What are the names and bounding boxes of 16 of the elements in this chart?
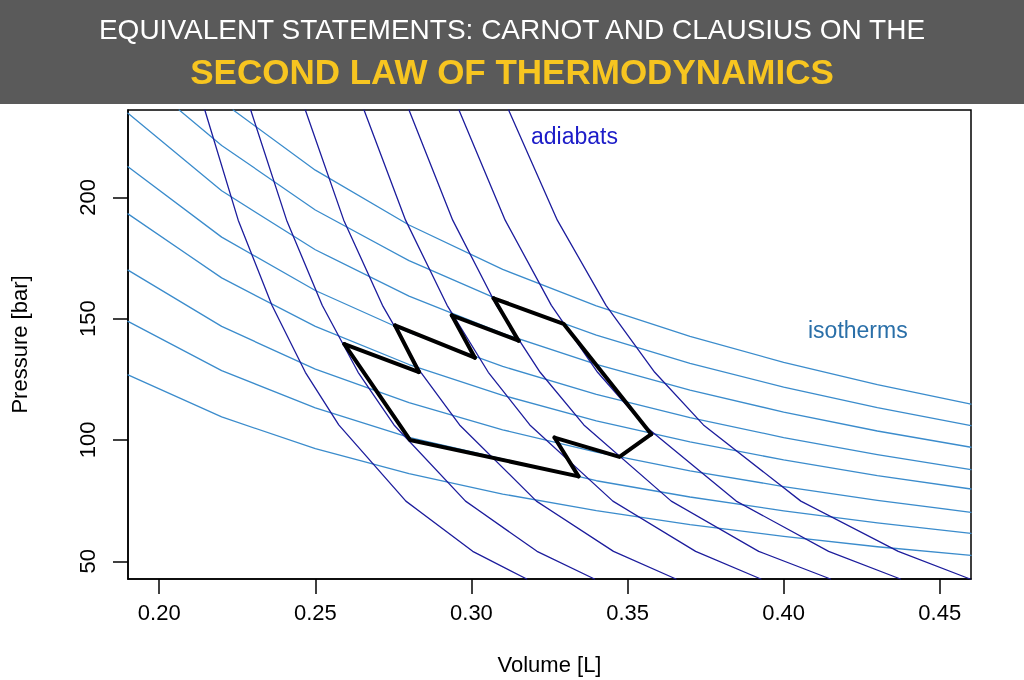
annotation: adiabats — [531, 122, 618, 149]
x-tick-label: 0.45 — [918, 599, 962, 625]
y-tick-label: 200 — [74, 178, 100, 216]
chart-title: EQUIVALENT STATEMENTS: CARNOT AND CLAUSIUS ON THE — [97, 14, 927, 46]
x-tick-label: 0.30 — [450, 599, 493, 625]
x-tick-label: 0.40 — [762, 599, 806, 625]
y-tick-label: 50 — [74, 549, 100, 574]
x-tick-label: 0.20 — [137, 599, 181, 625]
y-tick-label: 150 — [74, 300, 100, 338]
x-tick-label: 0.25 — [293, 599, 337, 625]
chart-subtitle: SECOND LAW OF THERMODYNAMICS — [189, 52, 835, 92]
x-tick-label: 0.35 — [606, 599, 649, 625]
x-axis-title: Volume [L] — [497, 651, 602, 677]
y-axis-title: Pressure [bar] — [6, 275, 32, 414]
annotation: isotherms — [808, 316, 908, 343]
y-tick-label: 100 — [74, 421, 100, 459]
